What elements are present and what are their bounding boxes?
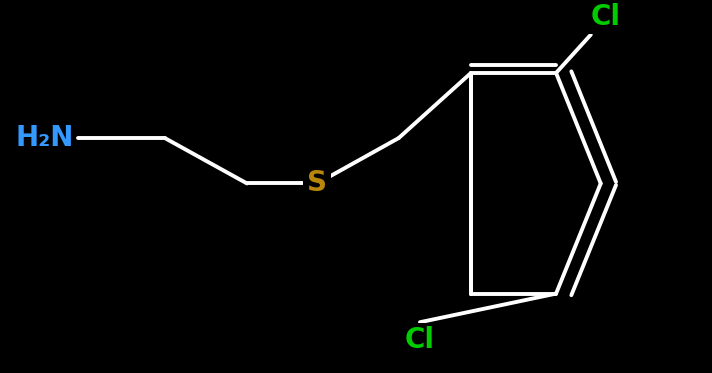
Text: Cl: Cl xyxy=(405,326,435,354)
Text: Cl: Cl xyxy=(591,3,621,31)
Text: H₂N: H₂N xyxy=(16,124,74,152)
Text: S: S xyxy=(307,169,328,197)
